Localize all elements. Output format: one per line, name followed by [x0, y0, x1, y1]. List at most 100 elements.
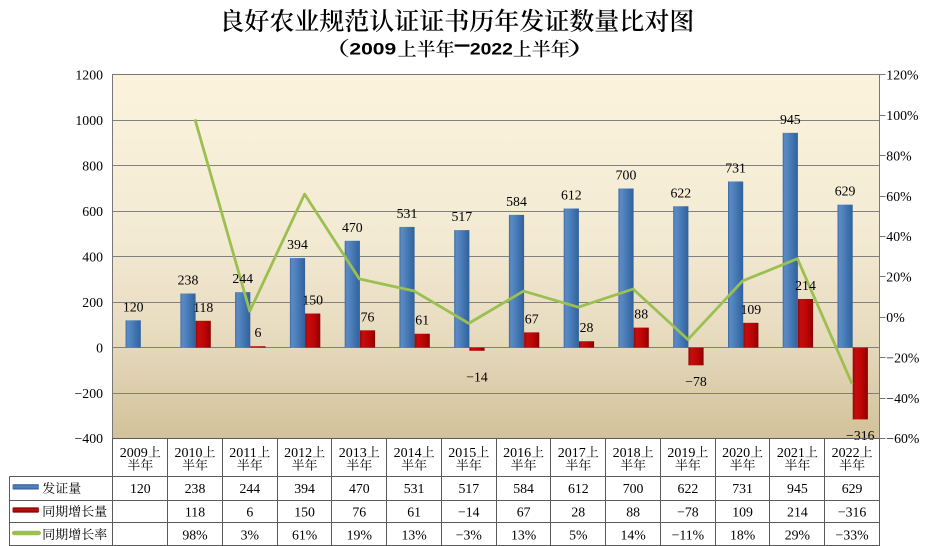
svg-text:0%: 0%	[886, 310, 905, 325]
svg-text:40%: 40%	[886, 229, 912, 244]
svg-text:2018: 2018	[613, 446, 641, 461]
svg-text:−78: −78	[685, 374, 707, 389]
svg-text:98%: 98%	[182, 527, 208, 542]
svg-text:622: 622	[678, 481, 699, 496]
svg-text:88: 88	[634, 307, 648, 322]
svg-text:61: 61	[407, 504, 421, 519]
svg-text:−40%: −40%	[886, 391, 920, 406]
svg-text:2009: 2009	[120, 446, 148, 461]
svg-text:612: 612	[568, 481, 589, 496]
svg-text:700: 700	[616, 168, 637, 183]
svg-text:2022: 2022	[832, 446, 860, 461]
svg-text:61%: 61%	[292, 527, 318, 542]
svg-text:2010: 2010	[175, 446, 203, 461]
svg-text:−11%: −11%	[672, 527, 705, 542]
svg-text:6: 6	[246, 504, 253, 519]
svg-text:118: 118	[185, 504, 205, 519]
svg-text:150: 150	[302, 293, 323, 308]
svg-text:120: 120	[123, 299, 144, 314]
svg-text:517: 517	[458, 481, 479, 496]
svg-text:622: 622	[670, 185, 691, 200]
svg-text:2019: 2019	[667, 446, 695, 461]
svg-text:−14: −14	[458, 504, 480, 519]
svg-text:61: 61	[415, 313, 429, 328]
svg-text:2015: 2015	[448, 446, 476, 461]
svg-text:−33%: −33%	[836, 527, 870, 542]
svg-text:−200: −200	[75, 386, 104, 401]
svg-text:2021: 2021	[777, 446, 805, 461]
svg-text:629: 629	[835, 184, 856, 199]
svg-text:−400: −400	[75, 431, 104, 446]
svg-text:80%: 80%	[886, 148, 912, 163]
svg-text:3%: 3%	[241, 527, 260, 542]
svg-text:109: 109	[732, 504, 753, 519]
svg-text:13%: 13%	[511, 527, 537, 542]
svg-text:88: 88	[626, 504, 640, 519]
svg-text:244: 244	[232, 271, 253, 286]
svg-text:2016: 2016	[503, 446, 531, 461]
svg-text:60%: 60%	[886, 189, 912, 204]
svg-text:−60%: −60%	[886, 431, 920, 446]
svg-text:470: 470	[349, 481, 370, 496]
svg-text:20%: 20%	[886, 270, 912, 285]
svg-text:14%: 14%	[620, 527, 646, 542]
svg-text:731: 731	[725, 161, 746, 176]
svg-text:2013: 2013	[339, 446, 367, 461]
svg-text:945: 945	[787, 481, 808, 496]
svg-text:200: 200	[82, 295, 103, 310]
svg-text:67: 67	[525, 311, 539, 326]
svg-text:2014: 2014	[394, 446, 422, 461]
svg-text:6: 6	[254, 325, 261, 340]
svg-text:76: 76	[361, 309, 375, 324]
svg-text:584: 584	[506, 194, 527, 209]
svg-text:18%: 18%	[730, 527, 756, 542]
svg-text:238: 238	[178, 273, 199, 288]
svg-text:2017: 2017	[558, 446, 586, 461]
svg-text:19%: 19%	[347, 527, 373, 542]
svg-text:238: 238	[185, 481, 206, 496]
svg-text:76: 76	[352, 504, 366, 519]
svg-text:150: 150	[294, 504, 315, 519]
svg-text:1200: 1200	[75, 68, 103, 83]
svg-text:612: 612	[561, 188, 582, 203]
svg-text:731: 731	[732, 481, 753, 496]
svg-text:700: 700	[623, 481, 644, 496]
svg-text:120%: 120%	[886, 68, 919, 83]
svg-text:−78: −78	[677, 504, 699, 519]
svg-text:−316: −316	[846, 428, 875, 443]
svg-text:400: 400	[82, 249, 103, 264]
svg-text:531: 531	[404, 481, 425, 496]
svg-text:28: 28	[580, 320, 594, 335]
svg-text:−14: −14	[466, 369, 488, 384]
svg-text:120: 120	[130, 481, 151, 496]
svg-text:214: 214	[787, 504, 808, 519]
svg-text:584: 584	[513, 481, 534, 496]
svg-text:2020: 2020	[722, 446, 750, 461]
svg-text:100%: 100%	[886, 108, 919, 123]
svg-text:109: 109	[740, 302, 761, 317]
svg-text:945: 945	[780, 112, 801, 127]
svg-text:2012: 2012	[284, 446, 312, 461]
svg-text:629: 629	[842, 481, 863, 496]
svg-text:−316: −316	[838, 504, 867, 519]
svg-text:5%: 5%	[569, 527, 588, 542]
svg-text:−20%: −20%	[886, 350, 920, 365]
svg-text:517: 517	[451, 209, 472, 224]
svg-text:244: 244	[239, 481, 260, 496]
svg-text:2009: 2009	[349, 39, 396, 58]
svg-text:118: 118	[193, 300, 213, 315]
svg-text:2022: 2022	[470, 39, 513, 58]
svg-text:28: 28	[571, 504, 585, 519]
svg-text:29%: 29%	[785, 527, 811, 542]
svg-text:0: 0	[96, 340, 103, 355]
svg-text:1000: 1000	[75, 113, 103, 128]
svg-text:2011: 2011	[229, 446, 256, 461]
svg-text:531: 531	[397, 206, 418, 221]
svg-text:800: 800	[82, 159, 103, 174]
svg-text:67: 67	[517, 504, 531, 519]
svg-text:394: 394	[287, 237, 308, 252]
svg-text:394: 394	[294, 481, 315, 496]
svg-text:470: 470	[342, 220, 363, 235]
svg-text:600: 600	[82, 204, 103, 219]
svg-text:214: 214	[795, 278, 816, 293]
